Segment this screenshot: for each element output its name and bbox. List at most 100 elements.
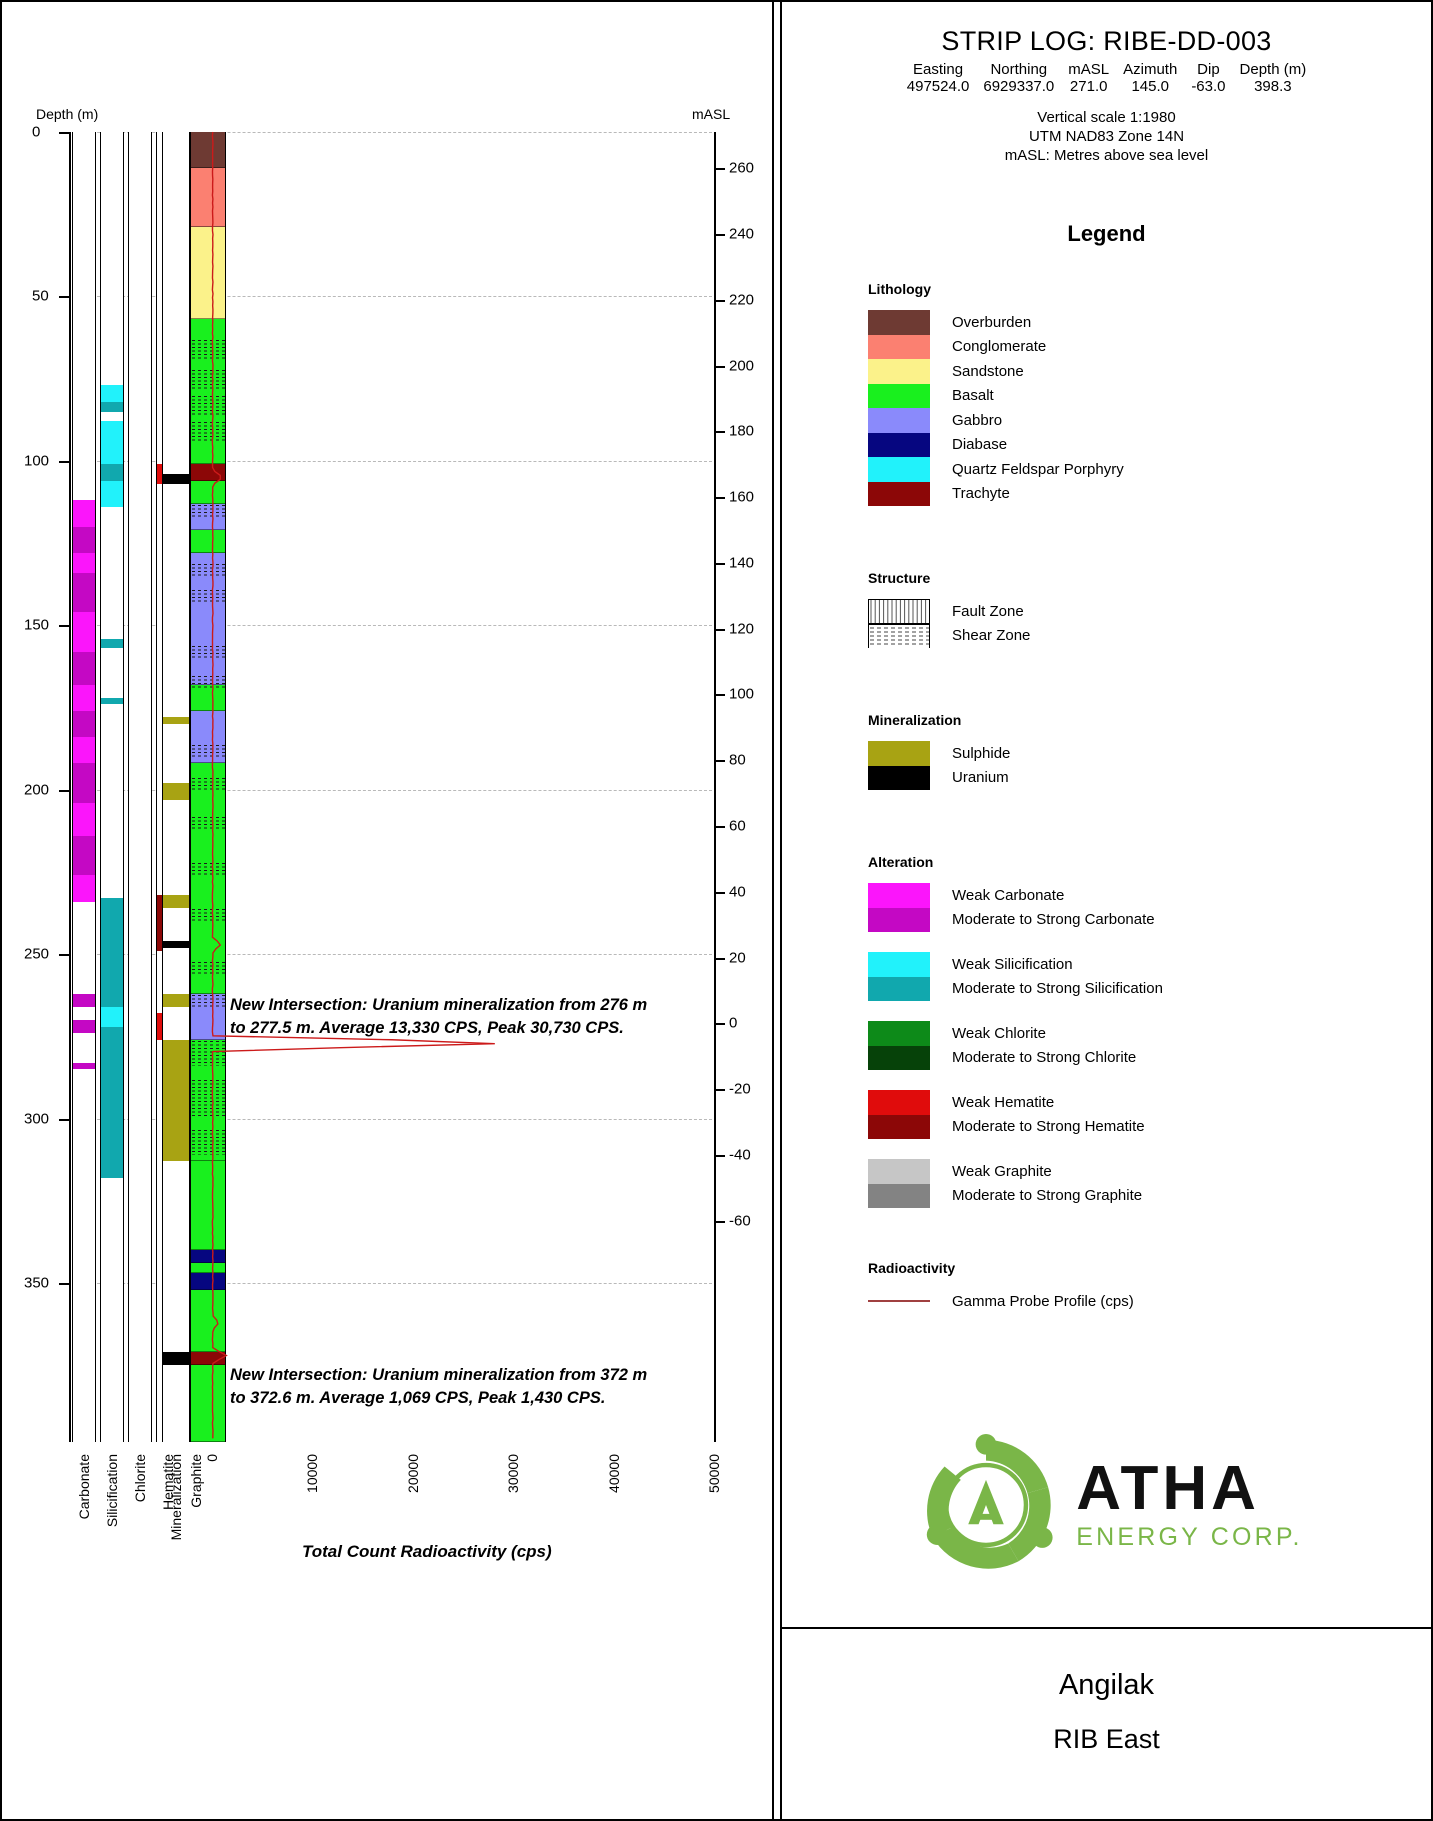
collar-val-depthm: 398.3 — [1233, 78, 1314, 95]
legend-heading-structure: Structure — [868, 570, 1431, 586]
annotation-intersection-1: New Intersection: Uranium mineralization… — [230, 994, 700, 1040]
collar-info-table: Easting Northing mASL Azimuth Dip Depth (m) 4… — [900, 61, 1313, 95]
atha-tagline: ENERGY CORP. — [1076, 1522, 1302, 1552]
legend-label: Gamma Probe Profile (cps) — [952, 1293, 1134, 1310]
x-tick-label: 30000 — [505, 1454, 521, 1493]
x-tick-label: 20000 — [405, 1454, 421, 1493]
lithology-column — [190, 132, 226, 1442]
legend-item-shear-zone: Shear Zone — [868, 624, 1431, 649]
legend-section-lithology: Lithology Overburden Conglomerate Sandstone… — [782, 281, 1431, 506]
collar-col-azimuth: Azimuth — [1116, 61, 1184, 78]
track-carbonate — [72, 132, 96, 1442]
legend-label: Moderate to Strong Graphite — [952, 1187, 1142, 1204]
legend-pair-weak-hematite: Weak Hematite Moderate to Strong Hematite — [868, 1090, 1431, 1139]
legend-label: Weak Carbonate — [952, 887, 1064, 904]
collar-val-masl: 271.0 — [1061, 78, 1116, 95]
masl-tick-label: 220 — [729, 291, 754, 308]
masl-tick — [714, 1089, 725, 1091]
legend-item-diabase: Diabase — [868, 433, 1431, 458]
legend-swatch — [868, 766, 930, 791]
depth-tick-label: 200 — [24, 781, 49, 798]
x-tick-label: 10000 — [304, 1454, 320, 1493]
masl-tick-label: 200 — [729, 357, 754, 374]
legend-swatch-strong — [868, 1046, 930, 1071]
legend-label: Basalt — [952, 387, 994, 404]
shear-zone-pattern-icon — [869, 625, 929, 648]
legend-label: Uranium — [952, 769, 1009, 786]
track-chlorite — [128, 132, 152, 1442]
legend-label: Sulphide — [952, 745, 1010, 762]
depth-tick — [59, 954, 70, 956]
masl-axis-caption: mASL — [692, 106, 730, 122]
collar-col-depthm: Depth (m) — [1233, 61, 1314, 78]
legend-item-conglomerate: Conglomerate — [868, 335, 1431, 360]
legend-swatch — [868, 335, 930, 360]
legend-label: Fault Zone — [952, 603, 1024, 620]
track-mineralization — [162, 132, 190, 1442]
legend-item-weak: Weak Chlorite — [868, 1021, 1431, 1046]
legend-line-swatch — [868, 1300, 930, 1302]
atha-wordmark-block: ATHA ENERGY CORP. — [1076, 1458, 1302, 1552]
header-subtitle-line-2: UTM NAD83 Zone 14N — [782, 127, 1431, 146]
legend-item-fault-zone: Fault Zone — [868, 599, 1431, 624]
masl-tick — [714, 629, 725, 631]
legend-body: Lithology Overburden Conglomerate Sandstone… — [782, 281, 1431, 1314]
depth-tick-label: 250 — [24, 946, 49, 963]
masl-tick-label: 140 — [729, 554, 754, 571]
legend-item-overburden: Overburden — [868, 310, 1431, 335]
legend-pair-weak-chlorite: Weak Chlorite Moderate to Strong Chlorite — [868, 1021, 1431, 1070]
masl-tick-label: 20 — [729, 949, 746, 966]
legend-item-gamma-probe-profile: Gamma Probe Profile (cps) — [868, 1289, 1431, 1314]
legend-label: Weak Hematite — [952, 1094, 1054, 1111]
legend-section-radioactivity: Radioactivity Gamma Probe Profile (cps) — [782, 1260, 1431, 1314]
track-label-silicification: Silicification — [104, 1454, 120, 1527]
depth-tick-label: 150 — [24, 617, 49, 634]
legend-swatch — [868, 433, 930, 458]
collar-val-dip: -63.0 — [1184, 78, 1232, 95]
legend-label: Moderate to Strong Chlorite — [952, 1049, 1136, 1066]
track-label-carbonate: Carbonate — [76, 1454, 92, 1519]
masl-tick-label: 40 — [729, 883, 746, 900]
collar-col-masl: mASL — [1061, 61, 1116, 78]
depth-tick — [59, 625, 70, 627]
legend-label: Moderate to Strong Carbonate — [952, 911, 1155, 928]
masl-tick-label: 160 — [729, 489, 754, 506]
legend-swatch — [868, 457, 930, 482]
depth-tick — [59, 790, 70, 792]
masl-tick — [714, 366, 725, 368]
footer-target-name: RIB East — [782, 1724, 1431, 1755]
atha-logo: ATHA ENERGY CORP. — [782, 1410, 1433, 1600]
track-label-chlorite: Chlorite — [132, 1454, 148, 1502]
masl-axis-spine — [714, 132, 716, 1442]
masl-tick — [714, 1023, 725, 1025]
legend-swatch-weak — [868, 1090, 930, 1115]
legend-item-trachyte: Trachyte — [868, 482, 1431, 507]
legend-panel: STRIP LOG: RIBE-DD-003 Easting Northing mA… — [780, 2, 1431, 1819]
legend-swatch — [868, 741, 930, 766]
legend-section-alteration: Alteration Weak Carbonate Moderate to Stro… — [782, 854, 1431, 1208]
collar-info-value-row: 497524.0 6929337.0 271.0 145.0 -63.0 398.3 — [900, 78, 1313, 95]
legend-item-uranium: Uranium — [868, 766, 1431, 791]
legend-item-strong: Moderate to Strong Chlorite — [868, 1046, 1431, 1071]
track-label-mineralization: Mineralization — [168, 1454, 184, 1540]
legend-swatch-weak — [868, 1021, 930, 1046]
legend-label: Gabbro — [952, 412, 1002, 429]
strip-log-panel: Depth (m) mASL Total Count Radioactivity… — [2, 2, 774, 1819]
depth-tick — [59, 296, 70, 298]
atha-wordmark: ATHA — [1076, 1458, 1302, 1520]
legend-swatch-strong — [868, 977, 930, 1002]
depth-tick — [59, 1119, 70, 1121]
masl-tick-label: 240 — [729, 225, 754, 242]
legend-item-basalt: Basalt — [868, 384, 1431, 409]
depth-tick-label: 0 — [32, 124, 40, 141]
legend-label: Trachyte — [952, 485, 1010, 502]
depth-tick — [59, 461, 70, 463]
header-subtitle-line-3: mASL: Metres above sea level — [782, 146, 1431, 165]
masl-tick — [714, 563, 725, 565]
depth-tick-label: 350 — [24, 1275, 49, 1292]
masl-tick-label: 60 — [729, 817, 746, 834]
legend-heading-lithology: Lithology — [868, 281, 1431, 297]
masl-tick-label: -40 — [729, 1146, 751, 1163]
track-label-graphite: Graphite — [188, 1454, 204, 1508]
legend-title: Legend — [782, 221, 1431, 247]
